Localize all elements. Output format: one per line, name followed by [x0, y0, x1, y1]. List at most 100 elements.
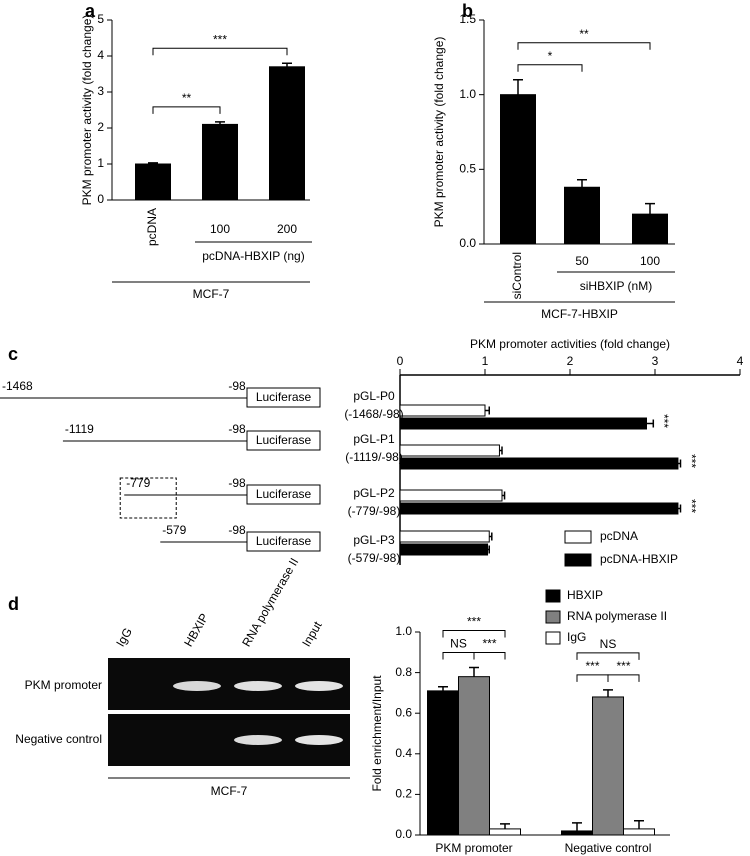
- significance-bracket: [517, 64, 583, 72]
- bar: [458, 676, 490, 836]
- promoter-start: -579: [162, 523, 186, 537]
- significance-bracket: [442, 652, 475, 660]
- deletion-box: [119, 477, 177, 519]
- bar: [135, 163, 171, 201]
- gel-lane-label: HBXIP: [181, 611, 211, 649]
- error-bar: [677, 504, 682, 513]
- y-tick-label: 2: [97, 120, 104, 134]
- gel-lane-label: Input: [299, 618, 325, 649]
- y-tick-label: 0.5: [459, 162, 476, 176]
- y-tick-label: 4: [97, 48, 104, 62]
- error-bar: [469, 666, 479, 677]
- legend-swatch: [545, 610, 561, 624]
- significance-bracket: [152, 47, 288, 56]
- construct-name: pGL-P0: [353, 389, 395, 403]
- y-tick-label: 0.0: [459, 236, 476, 250]
- bar: [399, 444, 500, 457]
- gel-lane-label: RNA polymerase II: [239, 555, 301, 649]
- legend-label: pcDNA: [600, 529, 638, 543]
- x-tick-label: pcDNA: [145, 208, 159, 246]
- error-bar: [572, 822, 582, 831]
- bar: [399, 502, 679, 515]
- significance-label: NS: [600, 637, 617, 651]
- error-bar: [215, 121, 225, 125]
- y-tick-label: 0.0: [395, 827, 412, 841]
- significance-label: *: [548, 49, 553, 63]
- group-label: siHBXIP (nM): [580, 279, 652, 293]
- gel-row-label: PKM promoter: [25, 678, 102, 692]
- significance-label: **: [182, 91, 192, 105]
- x-tick-label: 100: [210, 222, 230, 236]
- bar: [623, 828, 655, 836]
- bar: [269, 66, 305, 201]
- error-bar: [634, 820, 644, 829]
- x-tick-label: siControl: [510, 252, 524, 299]
- promoter-end: -98: [228, 476, 246, 490]
- significance-label: ***: [616, 659, 630, 673]
- x-tick-label: 200: [277, 222, 297, 236]
- y-tick-label: 0: [97, 192, 104, 206]
- x-tick-label: PKM promoter: [435, 841, 512, 855]
- error-bar: [485, 406, 490, 415]
- bar: [399, 457, 679, 470]
- error-bar: [603, 689, 613, 697]
- significance-bracket: [442, 630, 506, 638]
- group-label: pcDNA-HBXIP (ng): [202, 249, 304, 263]
- panel-letter: d: [8, 594, 19, 614]
- gel-band: [295, 681, 343, 691]
- significance-bracket: [473, 652, 506, 660]
- promoter-end: -98: [228, 523, 246, 537]
- legend-label: IgG: [567, 630, 586, 644]
- cell-line-label: MCF-7: [193, 287, 230, 301]
- significance-bracket: [576, 674, 609, 682]
- reporter-box: [246, 430, 321, 451]
- y-tick-label: 0.6: [395, 705, 412, 719]
- bar: [500, 94, 536, 245]
- promoter-start: -1468: [2, 379, 33, 393]
- reporter-box: [246, 484, 321, 505]
- significance-label: **: [579, 27, 589, 41]
- construct-name: pGL-P3: [353, 533, 395, 547]
- y-tick-label: 1.5: [459, 12, 476, 26]
- significance-label: ***: [585, 659, 599, 673]
- reporter-box: [246, 531, 321, 552]
- x-tick-label: 0: [397, 354, 404, 368]
- construct-range: (-579/-98): [348, 551, 401, 565]
- y-tick-label: 5: [97, 12, 104, 26]
- construct-name: pGL-P1: [353, 432, 395, 446]
- error-bar: [502, 491, 506, 500]
- error-bar: [282, 62, 292, 67]
- bar: [202, 123, 238, 201]
- y-tick-label: 1: [97, 156, 104, 170]
- legend-swatch: [564, 530, 592, 544]
- bar: [427, 690, 459, 836]
- significance-label: ***: [657, 414, 671, 428]
- gel-band: [173, 681, 221, 691]
- legend-label: HBXIP: [567, 588, 603, 602]
- x-tick-label: Negative control: [565, 841, 652, 855]
- promoter-start: -1119: [65, 422, 94, 436]
- bar: [399, 404, 486, 417]
- gel-band: [234, 735, 282, 745]
- reporter-box: [246, 387, 321, 408]
- y-tick-label: 1.0: [395, 624, 412, 638]
- bar: [399, 489, 503, 502]
- reporter-label: Luciferase: [256, 433, 312, 447]
- error-bar: [513, 78, 523, 95]
- cell-line-label: MCF-7-HBXIP: [541, 307, 618, 321]
- reporter-label: Luciferase: [256, 390, 312, 404]
- significance-bracket: [607, 674, 640, 682]
- bar: [399, 530, 490, 543]
- x-tick-label: 1: [482, 354, 489, 368]
- legend-swatch: [545, 589, 561, 603]
- gel-lane-label: IgG: [113, 625, 135, 649]
- error-bar: [677, 459, 682, 468]
- significance-bracket: [576, 652, 640, 660]
- y-axis-label: PKM promoter activity (fold change): [80, 15, 94, 206]
- gel-row-label: Negative control: [15, 732, 102, 746]
- error-bar: [487, 545, 490, 554]
- bar: [564, 186, 600, 245]
- x-tick-label: 50: [575, 254, 589, 268]
- bar: [489, 828, 521, 836]
